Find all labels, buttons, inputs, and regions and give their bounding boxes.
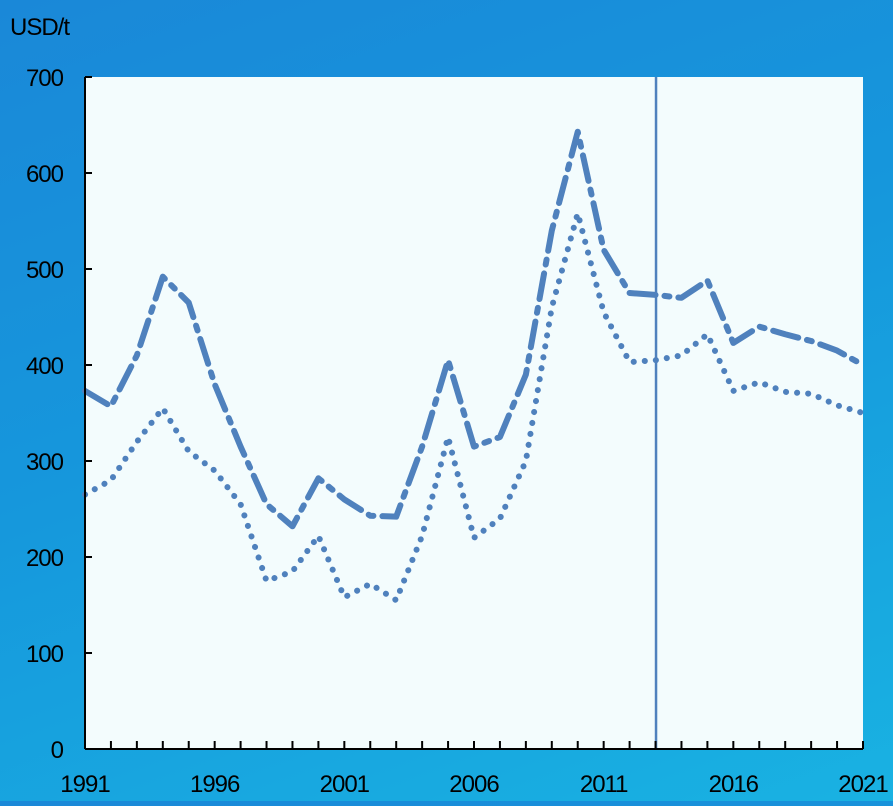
y-tick-label: 400 bbox=[26, 353, 64, 380]
y-tick-label: 600 bbox=[26, 161, 64, 188]
plot-area bbox=[85, 77, 863, 749]
y-tick-label: 200 bbox=[26, 545, 64, 572]
x-tick-label: 2021 bbox=[838, 771, 888, 798]
y-axis-unit-label: USD/t bbox=[10, 14, 70, 41]
x-tick-label: 2011 bbox=[580, 771, 628, 798]
y-tick-label: 700 bbox=[26, 65, 64, 92]
series-1-line bbox=[82, 128, 866, 530]
series-layer bbox=[82, 128, 866, 604]
x-tick-label: 2001 bbox=[320, 771, 370, 798]
y-tick-label: 500 bbox=[26, 257, 64, 284]
x-tick-label: 2006 bbox=[449, 771, 499, 798]
x-tick-label: 2016 bbox=[709, 771, 759, 798]
x-tick-label: 1991 bbox=[60, 771, 110, 798]
y-tick-label: 100 bbox=[26, 641, 64, 668]
y-axis-ticks: 0 100 200 300 400 500 600 700 bbox=[26, 65, 92, 764]
y-tick-label: 300 bbox=[26, 449, 64, 476]
x-axis-ticks: 1991 1996 2001 2006 2011 2016 2021 bbox=[60, 741, 889, 798]
x-tick-label: 1996 bbox=[190, 771, 240, 798]
series-2-line bbox=[82, 210, 866, 604]
y-tick-label: 0 bbox=[51, 737, 64, 764]
